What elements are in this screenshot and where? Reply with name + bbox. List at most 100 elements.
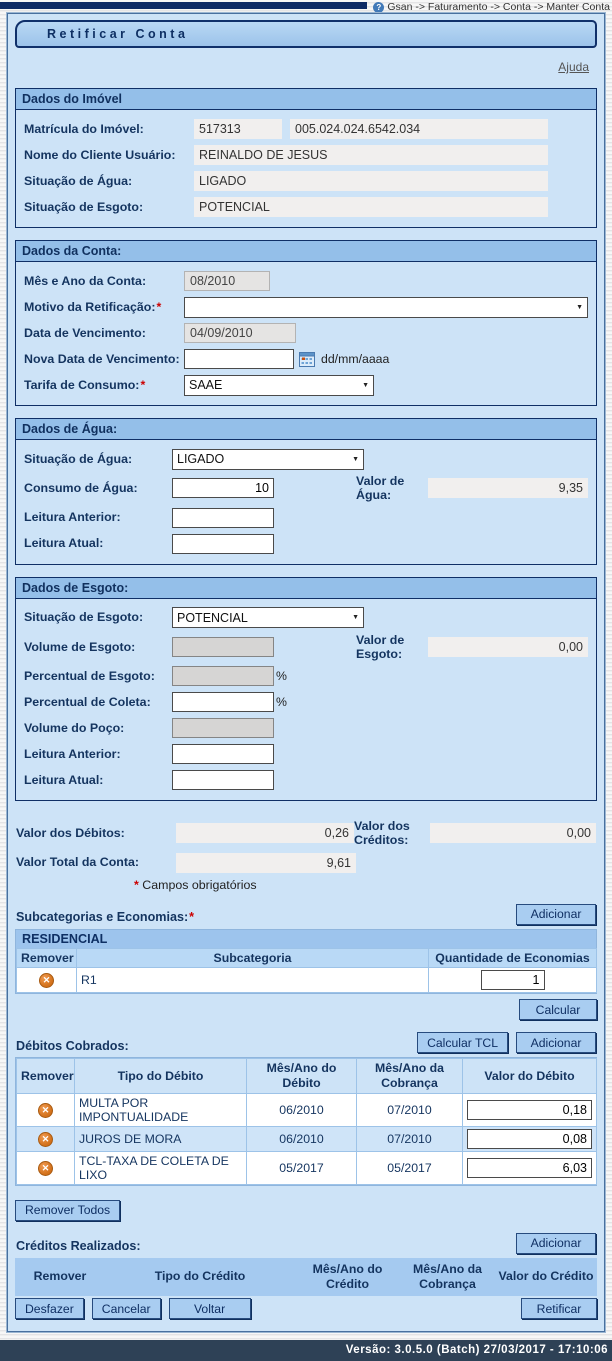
situacao-agua-select[interactable]: LIGADO ▼: [172, 448, 364, 470]
valor-esgoto-label: Valor de Esgoto:: [356, 632, 405, 661]
calcular-tcl-button[interactable]: Calcular TCL: [417, 1032, 508, 1054]
subcategorias-table: RESIDENCIAL Remover Subcategoria Quantid…: [15, 928, 597, 995]
help-icon[interactable]: ?: [373, 1, 385, 13]
leitura-atual-agua-input[interactable]: [172, 533, 274, 554]
remove-subcategoria-icon[interactable]: ✕: [39, 973, 54, 989]
tarifa-consumo-select[interactable]: SAAE ▼: [184, 374, 374, 396]
subcategorias-label: Subcategorias e Economias:*: [16, 910, 194, 924]
debito-table-row: ✕ JUROS DE MORA 06/2010 07/2010: [16, 1125, 597, 1152]
leitura-anterior-agua-input[interactable]: [172, 507, 274, 528]
creditos-col-mes-ano-credito: Mês/Ano do Crédito: [312, 1262, 383, 1291]
mes-ano-conta-label: Mês e Ano da Conta:: [24, 273, 147, 288]
chevron-down-icon: ▼: [352, 614, 359, 622]
creditos-realizados-label: Créditos Realizados:: [16, 1239, 141, 1254]
situacao-agua-selected: LIGADO: [177, 452, 225, 466]
campos-obrigatorios-text: Campos obrigatórios: [142, 877, 257, 892]
categoria-residencial-title: RESIDENCIAL: [16, 929, 596, 948]
campos-obrigatorios-note: * Campos obrigatórios: [133, 878, 597, 892]
section-header-imovel: Dados do Imóvel: [16, 89, 596, 110]
debito-tipo: TCL-TAXA DE COLETA DE LIXO: [74, 1150, 247, 1185]
debito-mes-ano-debito: 05/2017: [246, 1150, 357, 1185]
footer-version-bar: Versão: 3.0.5.0 (Batch) 27/03/2017 - 17:…: [0, 1340, 612, 1361]
leitura-atual-esgoto-input[interactable]: [172, 770, 274, 791]
debito-mes-ano-cobranca: 05/2017: [356, 1150, 463, 1185]
nova-data-vencimento-input[interactable]: [184, 349, 294, 369]
percentual-coleta-input[interactable]: [172, 692, 274, 713]
date-format-hint: dd/mm/aaaa: [321, 352, 390, 366]
adicionar-debito-button[interactable]: Adicionar: [516, 1032, 596, 1054]
volume-esgoto-label: Volume de Esgoto:: [24, 639, 136, 654]
section-dados-agua: Dados de Água: Situação de Água: LIGADO …: [15, 418, 597, 565]
section-header-conta: Dados da Conta:: [16, 241, 596, 262]
situacao-esgoto-imovel-label: Situação de Esgoto:: [24, 199, 144, 214]
debitos-col-mes-ano-cobranca: Mês/Ano da Cobrança: [356, 1058, 463, 1094]
remove-debito-icon[interactable]: ✕: [38, 1102, 53, 1118]
matricula-imovel-value: 517313: [194, 119, 282, 139]
adicionar-credito-button[interactable]: Adicionar: [516, 1232, 596, 1254]
retificar-button[interactable]: Retificar: [521, 1298, 597, 1319]
situacao-esgoto-label: Situação de Esgoto:: [24, 610, 144, 625]
situacao-esgoto-select[interactable]: POTENCIAL ▼: [172, 607, 364, 629]
valor-creditos-value: 0,00: [430, 823, 596, 844]
top-bar: ? Gsan -> Faturamento -> Conta -> Manter…: [0, 0, 612, 13]
chevron-down-icon: ▼: [576, 303, 583, 311]
remove-debito-icon[interactable]: ✕: [38, 1131, 53, 1147]
debitos-col-remover: Remover: [16, 1058, 75, 1094]
valor-agua-value: 9,35: [428, 478, 588, 499]
tarifa-consumo-label-text: Tarifa de Consumo:: [24, 377, 140, 392]
breadcrumb-text[interactable]: Gsan -> Faturamento -> Conta -> Manter C…: [387, 1, 610, 13]
percent-suffix: %: [276, 669, 287, 684]
section-dados-conta: Dados da Conta: Mês e Ano da Conta: 08/2…: [15, 240, 597, 406]
chevron-down-icon: ▼: [352, 455, 359, 463]
debitos-col-tipo: Tipo do Débito: [74, 1058, 247, 1094]
debitos-cobrados-label: Débitos Cobrados:: [16, 1038, 129, 1053]
motivo-retificacao-label: Motivo da Retificação:*: [24, 300, 184, 314]
subcategoria-value: R1: [76, 967, 429, 994]
desfazer-button[interactable]: Desfazer: [15, 1298, 84, 1319]
voltar-button[interactable]: Voltar: [168, 1298, 251, 1319]
breadcrumb: ? Gsan -> Faturamento -> Conta -> Manter…: [367, 0, 612, 13]
creditos-col-mes-ano-cobranca: Mês/Ano da Cobrança: [412, 1262, 482, 1291]
main-panel: Retificar Conta Ajuda Dados do Imóvel Ma…: [6, 12, 606, 1333]
calendar-icon[interactable]: [299, 351, 315, 367]
subcategoria-table-row: ✕ R1: [16, 967, 597, 994]
version-text: Versão: 3.0.5.0 (Batch) 27/03/2017 - 17:…: [345, 1344, 608, 1356]
cancelar-button[interactable]: Cancelar: [91, 1298, 161, 1319]
help-row: Ajuda: [15, 48, 597, 76]
consumo-agua-label: Consumo de Água:: [24, 481, 138, 496]
debitos-col-valor: Valor do Débito: [462, 1058, 597, 1094]
motivo-retificacao-label-text: Motivo da Retificação:: [24, 299, 156, 314]
nova-data-vencimento-label: Nova Data de Vencimento:: [24, 351, 180, 366]
consumo-agua-input[interactable]: [172, 478, 274, 499]
tarifa-consumo-selected: SAAE: [189, 378, 223, 392]
required-asterisk: *: [189, 910, 195, 925]
situacao-esgoto-imovel-value: POTENCIAL: [194, 197, 548, 217]
debito-valor-input[interactable]: [467, 1099, 592, 1120]
percent-suffix: %: [276, 695, 287, 710]
data-vencimento-value: 04/09/2010: [184, 323, 296, 343]
data-vencimento-label: Data de Vencimento:: [24, 325, 146, 340]
volume-esgoto-input: [172, 636, 274, 657]
motivo-retificacao-select[interactable]: ▼: [184, 296, 588, 318]
debito-valor-input[interactable]: [467, 1128, 592, 1149]
debito-valor-input[interactable]: [467, 1157, 592, 1178]
debitos-header-row: Débitos Cobrados: Calcular TCL Adicionar: [15, 1032, 597, 1054]
calcular-button[interactable]: Calcular: [519, 999, 597, 1021]
adicionar-subcategoria-button[interactable]: Adicionar: [516, 903, 596, 925]
subcat-col-remover: Remover: [16, 947, 77, 969]
debito-tipo: MULTA POR IMPONTUALIDADE: [74, 1092, 247, 1127]
subcategorias-header-row: Subcategorias e Economias:* Adicionar: [15, 903, 597, 925]
percentual-esgoto-input: [172, 666, 274, 687]
matricula-imovel-label: Matrícula do Imóvel:: [24, 121, 144, 136]
remover-todos-button[interactable]: Remover Todos: [15, 1199, 121, 1221]
situacao-agua-imovel-value: LIGADO: [194, 171, 548, 191]
quantidade-economias-input[interactable]: [480, 970, 545, 991]
remove-debito-icon[interactable]: ✕: [38, 1160, 53, 1176]
debito-mes-ano-cobranca: 07/2010: [356, 1092, 463, 1127]
leitura-anterior-esgoto-input[interactable]: [172, 744, 274, 765]
page-title-text: Retificar Conta: [47, 27, 189, 41]
debito-mes-ano-cobranca: 07/2010: [356, 1125, 463, 1152]
creditos-header-row: Créditos Realizados: Adicionar: [15, 1232, 597, 1254]
help-link[interactable]: Ajuda: [558, 60, 589, 74]
nome-cliente-value: REINALDO DE JESUS: [194, 145, 548, 165]
